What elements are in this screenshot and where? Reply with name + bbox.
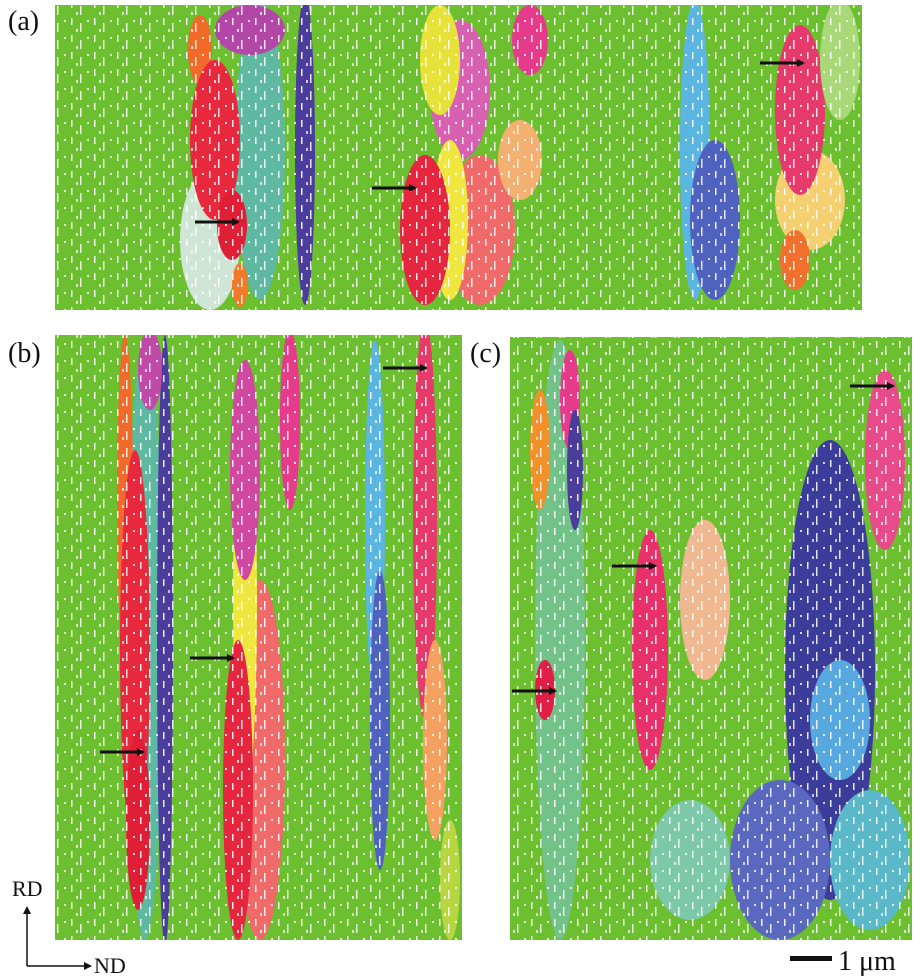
panel-a-map bbox=[55, 5, 862, 310]
panel-label: (c) bbox=[470, 338, 501, 369]
axis-label: ND bbox=[94, 953, 126, 976]
panel-label: (a) bbox=[8, 6, 39, 37]
panel-b-map bbox=[55, 335, 462, 940]
panel-c-map bbox=[510, 337, 912, 940]
scale-bar-label: 1 μm bbox=[838, 946, 896, 976]
axis-label: RD bbox=[12, 876, 43, 901]
scale-bar bbox=[790, 956, 832, 961]
panel-label: (b) bbox=[8, 338, 41, 369]
